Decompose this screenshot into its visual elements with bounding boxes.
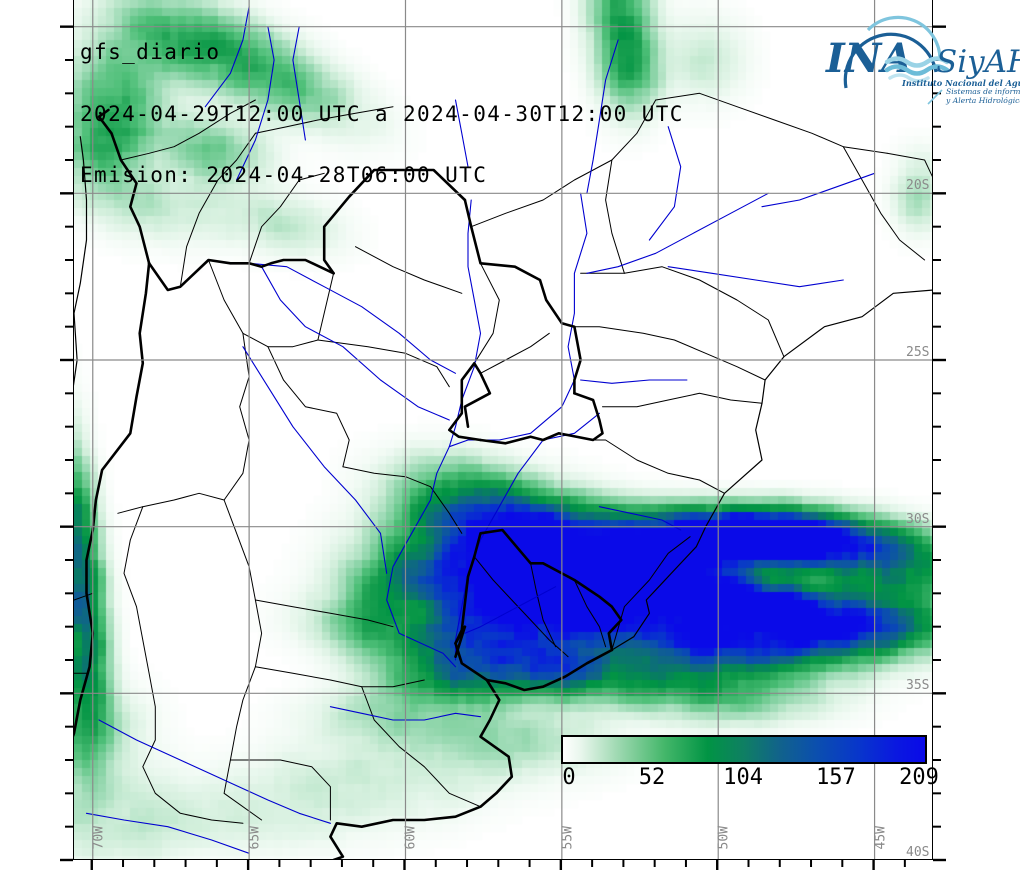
colorbar-tick-104: 104 <box>723 765 763 790</box>
logo-tagline-1: Sistemas de información <box>946 87 1020 96</box>
lat-lon-gridlines <box>74 0 932 859</box>
geographic-boundaries <box>74 6 932 859</box>
lon-label-55W: 55W <box>560 826 576 850</box>
logo-slash-icon <box>927 89 943 105</box>
colorbar-tick-52: 52 <box>638 765 666 790</box>
lon-label-70W: 70W <box>91 826 107 850</box>
colorbar-tick-209: 209 <box>899 765 939 790</box>
logo-product: SiyAH <box>936 44 1020 80</box>
logo-org-name: Instituto Nacional del Agua <box>901 78 1020 88</box>
lat-label-30S: 30S <box>906 511 930 527</box>
lon-label-50W: 50W <box>716 826 732 850</box>
logo-waves-icon <box>884 56 950 83</box>
lat-label-25S: 25S <box>906 345 930 360</box>
left-axis-ticks <box>60 25 73 862</box>
map-plot-area[interactable] <box>73 0 933 860</box>
ina-siyah-logo: INA SiyAH Instituto Nacional del Agua Si… <box>825 15 1020 105</box>
lat-label-20S: 20S <box>906 178 930 194</box>
colorbar-tick-0: 0 <box>562 765 576 790</box>
lon-label-60W: 60W <box>403 826 419 850</box>
logo-circle-arcs <box>843 15 942 89</box>
precipitation-field <box>74 0 932 859</box>
colorbar-tick-157: 157 <box>816 765 856 790</box>
colorbar-gradient <box>561 735 927 764</box>
logo-tagline-2: y Alerta Hidrológico <box>945 96 1020 105</box>
bottom-axis-ticks <box>90 859 906 870</box>
lon-label-45W: 45W <box>873 826 889 850</box>
lat-label-35S: 35S <box>906 678 930 694</box>
lat-label-40S: 40S <box>906 845 930 860</box>
colorbar-tick-labels: 0 52 104 157 209 <box>561 765 939 791</box>
right-axis-ticks <box>933 25 946 862</box>
lon-label-65W: 65W <box>247 826 263 850</box>
colorbar-legend[interactable]: 0 52 104 157 209 <box>561 735 939 791</box>
